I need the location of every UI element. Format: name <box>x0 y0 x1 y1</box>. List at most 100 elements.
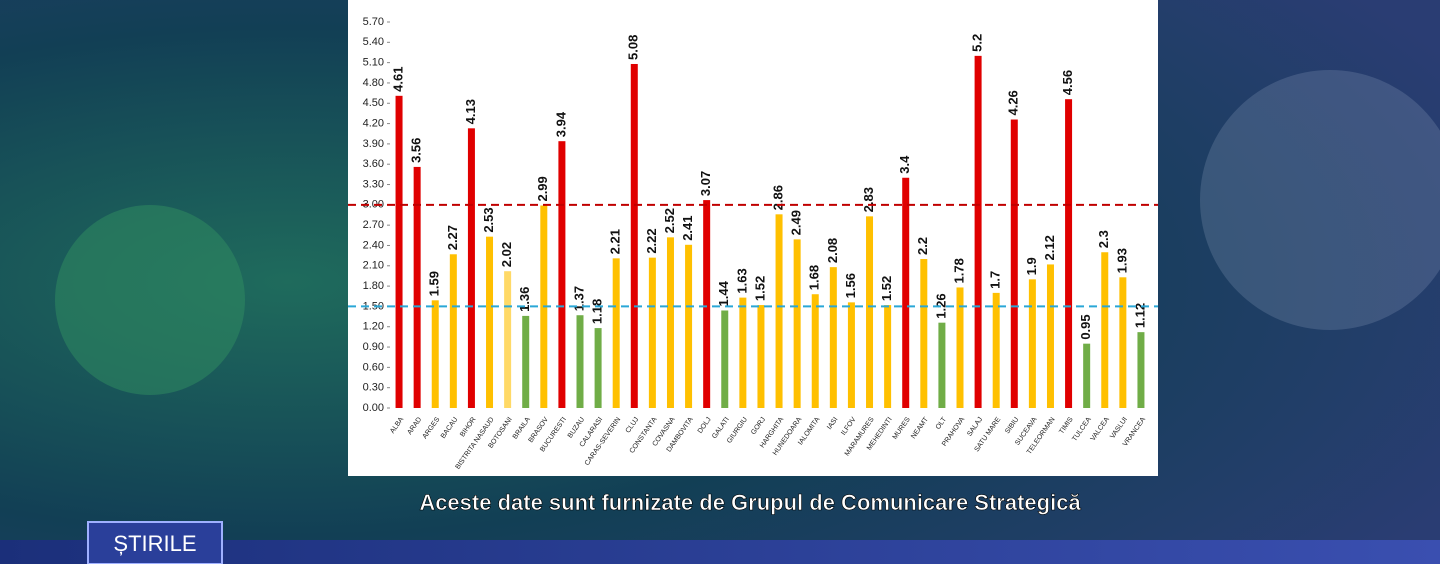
y-tick-label: 1.20 <box>363 321 384 333</box>
bar <box>829 267 837 408</box>
bar <box>630 63 638 409</box>
value-label: 2.49 <box>789 210 804 235</box>
value-label: 3.56 <box>409 138 424 163</box>
value-label: 3.94 <box>553 111 568 137</box>
bar <box>612 258 620 408</box>
value-label: 4.61 <box>390 67 405 92</box>
value-label: 2.86 <box>770 185 785 210</box>
y-tick-label: 3.60 <box>363 158 384 170</box>
value-label: 2.53 <box>481 207 496 232</box>
value-label: 5.08 <box>626 35 641 60</box>
y-tick-label: 5.10 <box>363 57 384 69</box>
bar <box>847 302 855 408</box>
bar <box>449 254 457 408</box>
bar <box>1028 279 1036 408</box>
bar <box>992 292 1000 408</box>
y-tick-label: 2.10 <box>363 260 384 272</box>
value-label: 1.18 <box>590 299 605 324</box>
y-tick-label: 0.00 <box>363 402 384 414</box>
value-label: 4.13 <box>463 99 478 124</box>
value-label: 3.07 <box>698 171 713 196</box>
value-label: 2.41 <box>680 215 695 240</box>
bar <box>974 55 982 408</box>
bar <box>413 166 421 408</box>
bottom-strip <box>0 540 1440 564</box>
logo-box <box>87 521 223 564</box>
bar <box>685 244 693 408</box>
y-tick-label: 4.50 <box>363 97 384 109</box>
value-label: 2.22 <box>644 228 659 253</box>
y-tick-label: 4.80 <box>363 77 384 89</box>
y-tick-label: 4.20 <box>363 117 384 129</box>
bar <box>431 300 439 408</box>
y-tick-label: 1.80 <box>363 280 384 292</box>
value-label: 1.56 <box>843 273 858 298</box>
y-tick-label: 0.30 <box>363 382 384 394</box>
bar <box>920 259 928 408</box>
y-tick-label: 3.90 <box>363 138 384 150</box>
bar <box>1083 343 1091 408</box>
bar <box>1046 264 1054 408</box>
y-tick-label: 5.70 <box>363 16 384 28</box>
virus-image <box>55 205 245 395</box>
value-label: 1.36 <box>517 287 532 312</box>
bar <box>576 315 584 408</box>
y-tick-label: 3.00 <box>363 199 384 211</box>
bar <box>486 236 494 408</box>
bar <box>811 294 819 408</box>
y-tick-label: 5.40 <box>363 36 384 48</box>
bar <box>775 214 783 408</box>
y-tick-label: 2.40 <box>363 239 384 251</box>
bar <box>902 177 910 408</box>
value-label: 2.2 <box>915 237 930 255</box>
bar <box>594 328 602 408</box>
bar <box>757 305 765 408</box>
value-label: 2.52 <box>662 208 677 233</box>
caption: Aceste date sunt furnizate de Grupul de … <box>419 490 1081 515</box>
y-tick-label: 0.60 <box>363 361 384 373</box>
bar <box>1065 99 1073 408</box>
value-label: 2.27 <box>445 225 460 250</box>
bar <box>703 200 711 408</box>
value-label: 2.21 <box>608 229 623 254</box>
bar <box>395 95 403 409</box>
value-label: 1.63 <box>734 268 749 293</box>
value-label: 2.08 <box>825 238 840 263</box>
value-label: 4.56 <box>1060 70 1075 95</box>
bar <box>522 315 530 408</box>
value-label: 2.99 <box>535 176 550 201</box>
bar <box>666 237 674 408</box>
value-label: 1.68 <box>807 265 822 290</box>
bar <box>1119 277 1127 408</box>
value-label: 1.9 <box>1024 257 1039 275</box>
logo: ȘTIRILE <box>113 531 196 556</box>
y-tick-label: 0.90 <box>363 341 384 353</box>
value-label: 2.3 <box>1096 230 1111 248</box>
value-label: 5.2 <box>970 34 985 52</box>
value-label: 1.52 <box>879 276 894 301</box>
bar <box>467 128 475 408</box>
value-label: 1.37 <box>571 286 586 311</box>
bar <box>721 310 729 408</box>
bar <box>1101 252 1109 408</box>
bar <box>504 271 512 408</box>
value-label: 4.26 <box>1006 90 1021 115</box>
y-tick-label: 3.30 <box>363 178 384 190</box>
value-label: 0.95 <box>1078 314 1093 339</box>
value-label: 1.44 <box>716 280 731 306</box>
bar <box>956 287 964 408</box>
value-label: 3.4 <box>897 155 912 174</box>
chart-panel <box>348 0 1158 476</box>
value-label: 1.93 <box>1114 248 1129 273</box>
person-image <box>1200 70 1440 330</box>
bar <box>648 257 656 408</box>
y-tick-label: 2.70 <box>363 219 384 231</box>
bar <box>884 305 892 408</box>
bar <box>1010 119 1018 408</box>
bar <box>1137 332 1145 408</box>
bar <box>938 322 946 408</box>
value-label: 1.59 <box>427 271 442 296</box>
value-label: 1.52 <box>752 276 767 301</box>
y-tick-label: 1.50 <box>363 300 384 312</box>
